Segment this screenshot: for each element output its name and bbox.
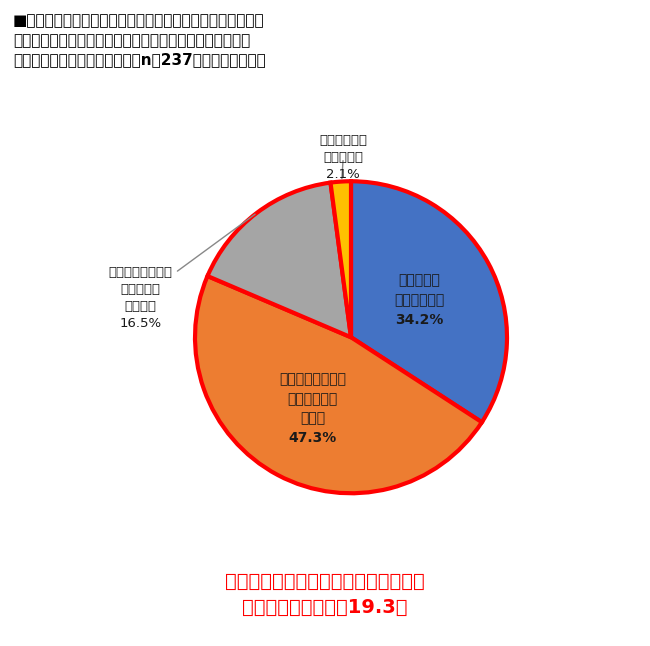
Text: ■　（在宅避難の判断方法や備蓄品を知っていると回答した
方へ）あなたのご家庭は「在宅避難」をするための備えが
できていると思いますか？　（n＝237／単一回答方: ■ （在宅避難の判断方法や備蓄品を知っていると回答した 方へ）あなたのご家庭は「… xyxy=(13,13,266,68)
Wedge shape xyxy=(351,182,507,422)
Text: 全くできてい
ないと思う
2.1%: 全くできてい ないと思う 2.1% xyxy=(319,134,367,182)
Wedge shape xyxy=(207,183,351,337)
Text: 「在宅避難」の備えまでできていると
回答した人は全体の19.3％: 「在宅避難」の備えまでできていると 回答した人は全体の19.3％ xyxy=(225,572,425,617)
Text: どちらかというと
できていると
と思う
47.3%: どちらかというと できていると と思う 47.3% xyxy=(279,373,346,445)
Wedge shape xyxy=(195,276,482,494)
Text: 十分にでき
ていると思う
34.2%: 十分にでき ていると思う 34.2% xyxy=(395,274,445,327)
Wedge shape xyxy=(330,182,351,337)
Text: どちらかというと
できていな
いと思う
16.5%: どちらかというと できていな いと思う 16.5% xyxy=(109,214,255,330)
